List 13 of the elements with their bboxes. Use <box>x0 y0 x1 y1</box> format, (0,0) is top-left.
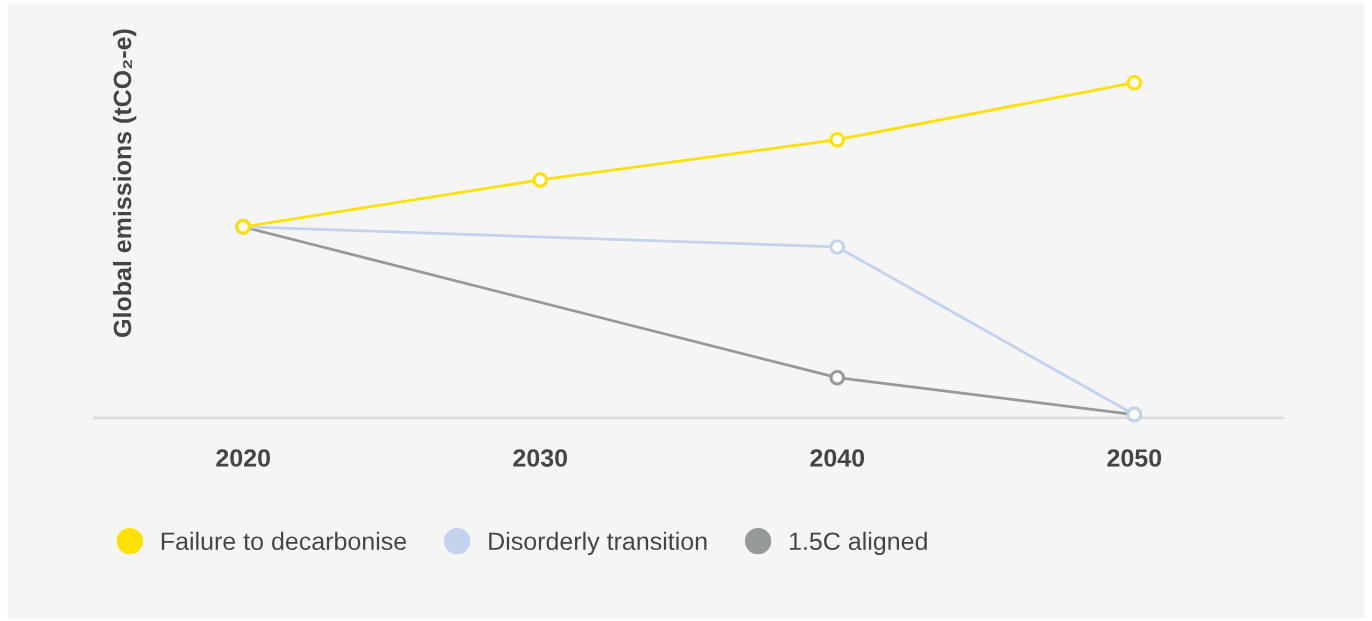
legend-label: Disorderly transition <box>489 531 707 556</box>
point <box>829 369 846 386</box>
x-tick-label: 2020 <box>216 449 270 467</box>
point <box>532 172 548 188</box>
x-tick-label: 2040 <box>810 449 865 467</box>
y-axis-title: Global emissions (tCO₂-e) <box>112 29 137 337</box>
point <box>1126 74 1143 91</box>
point <box>829 239 846 255</box>
legend-label: 1.5C aligned <box>789 531 927 556</box>
point <box>829 131 846 148</box>
legend-label: Failure to decarbonise <box>161 531 407 551</box>
x-tick-label: 2030 <box>513 449 568 467</box>
x-tick-label: 2050 <box>1107 449 1162 467</box>
